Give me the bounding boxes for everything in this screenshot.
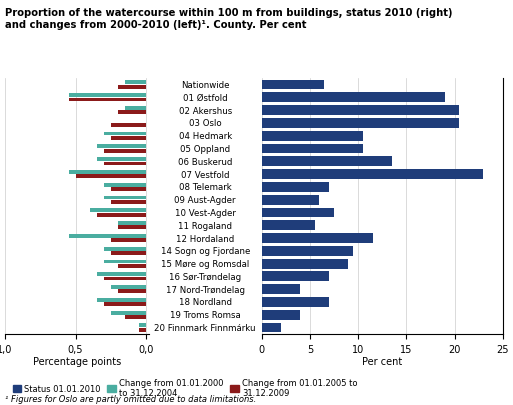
Bar xyxy=(125,81,146,85)
Bar xyxy=(262,132,363,141)
Bar xyxy=(262,234,372,243)
Bar xyxy=(75,175,146,179)
Bar xyxy=(262,93,445,103)
Bar xyxy=(111,136,146,141)
Bar xyxy=(111,239,146,243)
Bar xyxy=(69,98,146,102)
Bar xyxy=(262,246,353,256)
Bar xyxy=(262,106,459,116)
Text: 01 Østfold: 01 Østfold xyxy=(183,94,227,102)
Bar xyxy=(111,200,146,204)
Text: 08 Telemark: 08 Telemark xyxy=(179,183,231,192)
Text: 12 Hordaland: 12 Hordaland xyxy=(176,234,234,243)
Bar xyxy=(111,311,146,315)
X-axis label: Per cent: Per cent xyxy=(362,356,402,367)
Bar xyxy=(262,221,314,230)
Text: 19 Troms Romsa: 19 Troms Romsa xyxy=(170,311,241,320)
Bar xyxy=(262,272,329,281)
Bar xyxy=(104,277,146,281)
Text: 10 Vest-Agder: 10 Vest-Agder xyxy=(175,209,235,217)
Text: Nationwide: Nationwide xyxy=(181,81,229,90)
Bar xyxy=(118,222,146,226)
Text: 06 Buskerud: 06 Buskerud xyxy=(178,158,232,166)
Bar xyxy=(125,315,146,319)
Bar xyxy=(262,285,300,294)
Bar xyxy=(139,324,146,328)
Text: 18 Nordland: 18 Nordland xyxy=(179,298,232,307)
Bar xyxy=(262,144,363,154)
Bar xyxy=(262,208,334,218)
Bar xyxy=(104,162,146,166)
Bar xyxy=(111,124,146,128)
Bar xyxy=(125,107,146,111)
Bar xyxy=(111,252,146,255)
Bar xyxy=(69,171,146,175)
Bar xyxy=(262,310,300,320)
Bar xyxy=(139,328,146,332)
Bar xyxy=(262,119,459,128)
Text: 03 Oslo: 03 Oslo xyxy=(189,119,222,128)
Bar xyxy=(262,323,281,333)
Text: 20 Finnmark Finnmárku: 20 Finnmark Finnmárku xyxy=(154,323,256,332)
Bar xyxy=(111,286,146,289)
Bar xyxy=(262,183,329,192)
Legend: Status 01.01.2010, Change from 01.01.2000
to 31.12.2004, Change from 01.01.2005 : Status 01.01.2010, Change from 01.01.200… xyxy=(9,375,361,401)
Bar xyxy=(104,149,146,153)
Bar xyxy=(96,145,146,149)
Bar xyxy=(69,94,146,98)
X-axis label: Percentage points: Percentage points xyxy=(33,356,121,367)
Bar xyxy=(104,132,146,136)
Bar xyxy=(118,264,146,268)
Bar xyxy=(262,297,329,307)
Bar xyxy=(262,170,483,179)
Bar xyxy=(118,226,146,230)
Bar xyxy=(104,260,146,264)
Text: 15 Møre og Romsdal: 15 Møre og Romsdal xyxy=(161,260,249,269)
Text: 09 Aust-Agder: 09 Aust-Agder xyxy=(174,196,236,205)
Bar xyxy=(96,213,146,217)
Bar xyxy=(118,111,146,115)
Text: 14 Sogn og Fjordane: 14 Sogn og Fjordane xyxy=(161,247,250,256)
Bar xyxy=(69,234,146,238)
Bar xyxy=(96,273,146,277)
Text: 07 Vestfold: 07 Vestfold xyxy=(181,170,229,179)
Bar xyxy=(90,209,146,213)
Bar xyxy=(262,157,392,167)
Bar xyxy=(262,195,320,205)
Text: 02 Akershus: 02 Akershus xyxy=(179,107,232,115)
Bar xyxy=(104,303,146,306)
Text: 17 Nord-Trøndelag: 17 Nord-Trøndelag xyxy=(166,285,245,294)
Text: 11 Rogaland: 11 Rogaland xyxy=(178,221,232,230)
Bar xyxy=(262,81,324,90)
Bar xyxy=(118,290,146,294)
Text: 04 Hedmark: 04 Hedmark xyxy=(179,132,232,141)
Text: 16 Sør-Trøndelag: 16 Sør-Trøndelag xyxy=(169,272,241,281)
Bar xyxy=(104,196,146,200)
Text: ¹ Figures for Oslo are partly omitted due to data limitations.: ¹ Figures for Oslo are partly omitted du… xyxy=(5,394,256,403)
Bar xyxy=(96,158,146,162)
Bar xyxy=(104,183,146,187)
Bar xyxy=(104,247,146,251)
Text: Proportion of the watercourse within 100 m from buildings, status 2010 (right)
a: Proportion of the watercourse within 100… xyxy=(5,8,452,30)
Bar xyxy=(96,298,146,302)
Bar xyxy=(262,259,348,269)
Bar xyxy=(118,85,146,90)
Text: 05 Oppland: 05 Oppland xyxy=(180,145,230,153)
Bar xyxy=(111,188,146,192)
